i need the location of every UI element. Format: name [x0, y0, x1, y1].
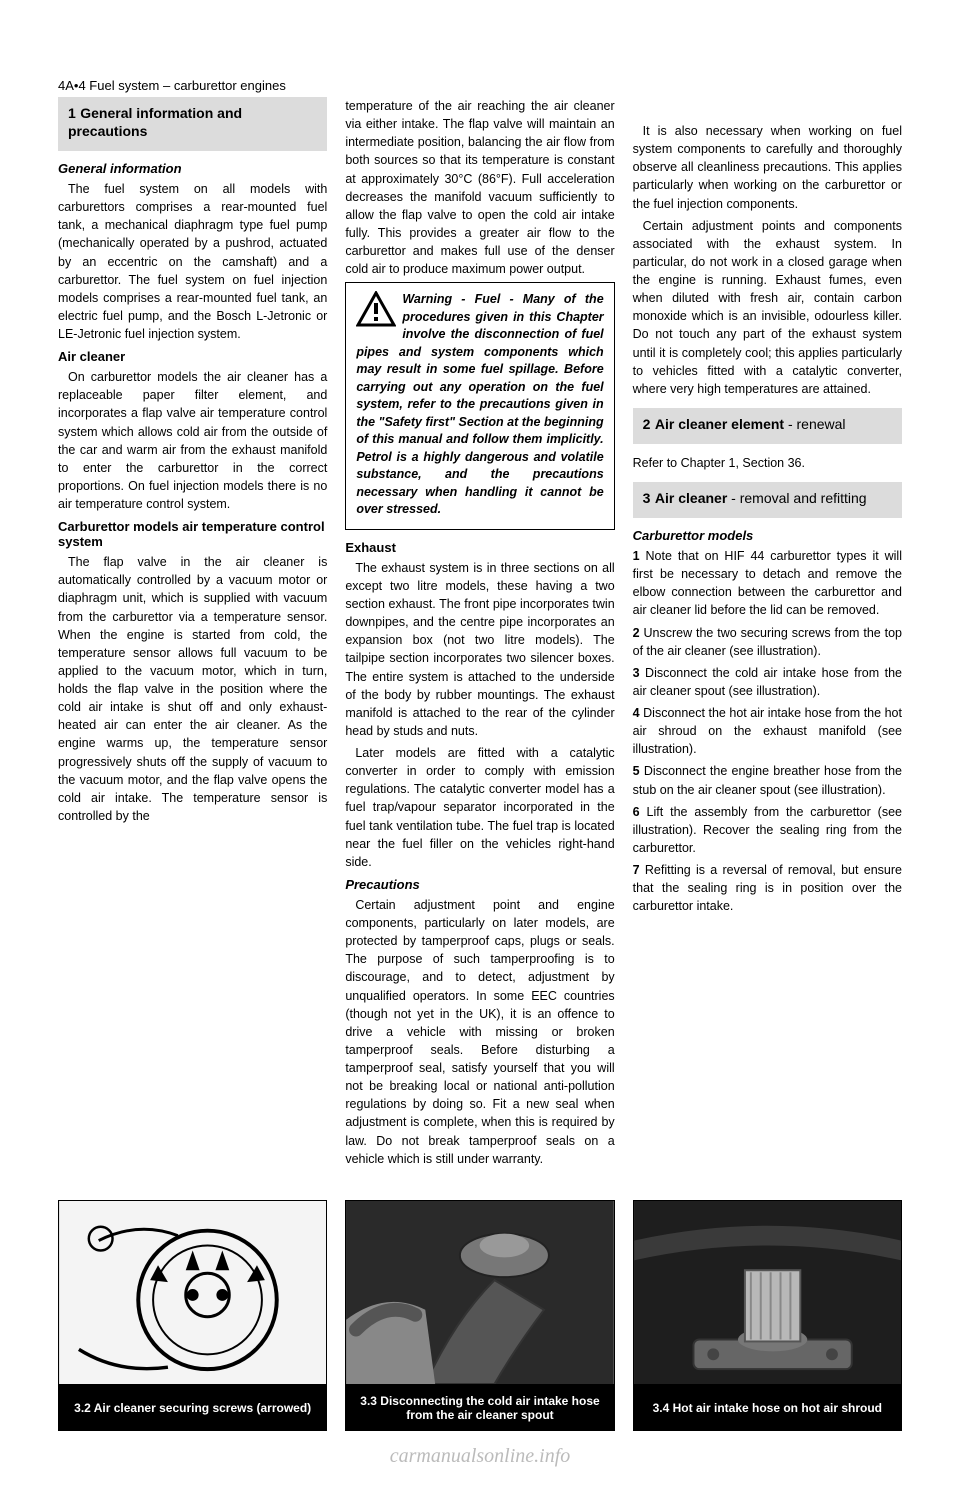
page: 4A•4 Fuel system – carburettor engines 1… — [0, 0, 960, 1498]
section-3-num: 3 — [643, 490, 651, 506]
subhead-carb: Carburettor models — [633, 528, 902, 543]
text-columns: 1 General information and precautions Ge… — [58, 97, 902, 1172]
section-3-header: 3 Air cleaner - removal and refitting — [633, 482, 902, 518]
figure-2-image — [345, 1200, 614, 1385]
figure-3: 3.4 Hot air intake hose on hot air shrou… — [633, 1200, 902, 1431]
step-2-num: 2 — [633, 626, 640, 640]
subhead-air: Air cleaner — [58, 349, 327, 364]
para-vacuum1-text: It is also necessary when working on fue… — [633, 124, 902, 211]
section-1-title: General information and precautions — [68, 105, 242, 139]
section-2-header: 2 Air cleaner element - renewal — [633, 408, 902, 444]
para-c2-text: Unscrew the two securing screws from the… — [633, 626, 902, 658]
section-2-sub: - renewal — [784, 416, 845, 432]
para-c4: 4 Disconnect the hot air intake hose fro… — [633, 704, 902, 758]
para-c6-text: Lift the assembly from the carburettor (… — [633, 805, 902, 855]
step-5-num: 5 — [633, 764, 640, 778]
figure-3-image — [633, 1200, 902, 1385]
para-air: On carburettor models the air cleaner ha… — [58, 368, 327, 513]
section-1-num: 1 — [68, 105, 76, 121]
figure-2-caption: 3.3 Disconnecting the cold air intake ho… — [345, 1385, 614, 1431]
para-temp-cont: temperature of the air reaching the air … — [345, 97, 614, 278]
column-2: temperature of the air reaching the air … — [345, 97, 614, 1172]
para-s2-text: Refer to Chapter 1, Section 36. — [633, 456, 805, 470]
para-exhaust1: The exhaust system is in three sections … — [345, 559, 614, 740]
para-c7: 7 Refitting is a reversal of removal, bu… — [633, 861, 902, 915]
section-3-sub: - removal and refitting — [727, 490, 866, 506]
para-c7-text: Refitting is a reversal of removal, but … — [633, 863, 902, 913]
step-6-num: 6 — [633, 805, 640, 819]
warning-icon — [356, 291, 396, 327]
para-c3-text: Disconnect the cold air intake hose from… — [633, 666, 902, 698]
para-temp-text: The flap valve in the air cleaner is aut… — [58, 555, 327, 823]
column-1: 1 General information and precautions Ge… — [58, 97, 327, 1172]
para-air-text: On carburettor models the air cleaner ha… — [58, 370, 327, 511]
step-3-num: 3 — [633, 666, 640, 680]
para-c2: 2 Unscrew the two securing screws from t… — [633, 624, 902, 660]
para-temp-cont-text: temperature of the air reaching the air … — [345, 99, 614, 276]
para-c1: 1 Note that on HIF 44 carburettor types … — [633, 547, 902, 620]
para-general-text: The fuel system on all models with carbu… — [58, 182, 327, 341]
para-precautions-text: Certain adjustment point and engine comp… — [345, 898, 614, 1166]
section-2-title: Air cleaner element — [655, 416, 784, 432]
page-number: 4A•4 Fuel system – carburettor engines — [58, 78, 902, 93]
figure-row: 3.2 Air cleaner securing screws (arrowed… — [58, 1200, 902, 1431]
para-s2: Refer to Chapter 1, Section 36. — [633, 454, 902, 472]
para-c1-text: Note that on HIF 44 carburettor types it… — [633, 549, 902, 617]
step-4-num: 4 — [633, 706, 640, 720]
figure-3-caption: 3.4 Hot air intake hose on hot air shrou… — [633, 1385, 902, 1431]
para-c4-text: Disconnect the hot air intake hose from … — [633, 706, 902, 756]
section-3-title: Air cleaner — [655, 490, 727, 506]
step-1-num: 1 — [633, 549, 640, 563]
warning-box: Warning - Fuel - Many of the procedures … — [345, 282, 614, 530]
subhead-exhaust: Exhaust — [345, 540, 614, 555]
section-2-num: 2 — [643, 416, 651, 432]
para-exhaust1-text: The exhaust system is in three sections … — [345, 561, 614, 738]
subhead-precautions: Precautions — [345, 877, 614, 892]
para-c5: 5 Disconnect the engine breather hose fr… — [633, 762, 902, 798]
figure-2: 3.3 Disconnecting the cold air intake ho… — [345, 1200, 614, 1431]
para-exhaust2: Later models are fitted with a catalytic… — [345, 744, 614, 871]
figure-1-image — [58, 1200, 327, 1385]
para-general: The fuel system on all models with carbu… — [58, 180, 327, 343]
para-exhaust2-text: Later models are fitted with a catalytic… — [345, 746, 614, 869]
para-precautions: Certain adjustment point and engine comp… — [345, 896, 614, 1168]
step-7-num: 7 — [633, 863, 640, 877]
para-vacuum2-text: Certain adjustment points and components… — [633, 219, 902, 396]
watermark: carmanualsonline.info — [58, 1445, 902, 1468]
subhead-general: General information — [58, 161, 327, 176]
column-3: . It is also necessary when working on f… — [633, 97, 902, 1172]
section-1-header: 1 General information and precautions — [58, 97, 327, 151]
figure-1-caption: 3.2 Air cleaner securing screws (arrowed… — [58, 1385, 327, 1431]
para-c3: 3 Disconnect the cold air intake hose fr… — [633, 664, 902, 700]
para-c5-text: Disconnect the engine breather hose from… — [633, 764, 902, 796]
para-vacuum2: Certain adjustment points and components… — [633, 217, 902, 398]
para-temp: The flap valve in the air cleaner is aut… — [58, 553, 327, 825]
para-vacuum1: It is also necessary when working on fue… — [633, 122, 902, 213]
para-c6: 6 Lift the assembly from the carburettor… — [633, 803, 902, 857]
subhead-temp: Carburettor models air temperature contr… — [58, 519, 327, 549]
figure-1: 3.2 Air cleaner securing screws (arrowed… — [58, 1200, 327, 1431]
